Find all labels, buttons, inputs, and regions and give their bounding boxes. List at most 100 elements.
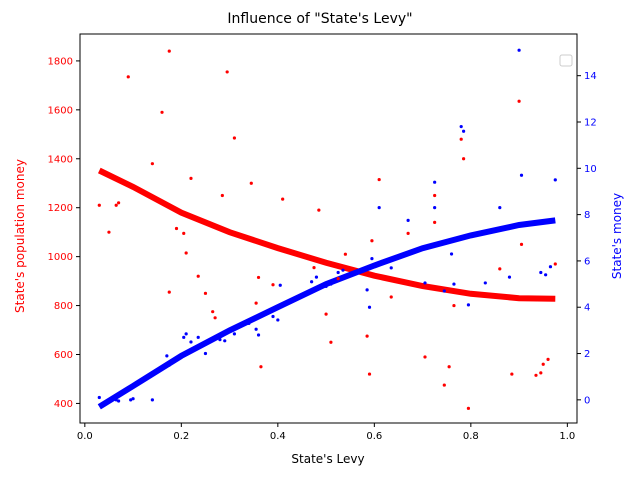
right-y-tick-label: 0 — [584, 395, 590, 406]
left-data-point — [539, 371, 543, 375]
right-data-point — [196, 335, 200, 339]
left-data-point — [541, 362, 545, 366]
right-data-point — [165, 354, 169, 358]
x-axis-title: State's Levy — [291, 452, 364, 466]
right-data-point — [167, 363, 171, 367]
right-data-point — [172, 358, 176, 363]
right-data-point — [174, 356, 179, 360]
right-data-point — [466, 303, 471, 307]
left-data-point — [406, 231, 410, 235]
right-fit-curve — [97, 217, 556, 410]
left-data-point — [389, 295, 393, 299]
left-data-point — [182, 231, 186, 235]
right-data-point — [517, 48, 521, 52]
left-data-point — [336, 277, 340, 281]
left-y-tick-label: 1200 — [48, 203, 73, 214]
right-data-point — [377, 206, 381, 210]
left-data-point — [189, 176, 193, 180]
right-data-point — [406, 218, 410, 222]
right-data-point — [433, 206, 437, 210]
left-data-point — [184, 251, 188, 255]
right-data-point — [247, 321, 251, 326]
left-data-point — [107, 230, 111, 234]
plot-frame — [79, 33, 578, 424]
left-y-tick-label: 1400 — [48, 154, 73, 165]
right-data-point — [452, 282, 456, 286]
left-data-point — [553, 262, 557, 266]
right-data-point — [498, 206, 502, 210]
right-y-tick-label: 10 — [584, 164, 597, 175]
left-data-point — [97, 203, 101, 207]
x-tick-label: 0.6 — [366, 431, 382, 442]
left-data-point — [211, 310, 215, 314]
right-data-point — [150, 398, 154, 402]
right-data-point — [459, 125, 463, 129]
right-data-point — [367, 305, 372, 309]
right-y-axis-ticks: 0 2 4 6 8 10 12 14 — [577, 71, 597, 406]
left-data-point — [343, 252, 347, 256]
right-y-tick-label: 6 — [584, 256, 590, 267]
left-y-tick-label: 800 — [54, 301, 73, 312]
left-data-point — [232, 136, 237, 140]
left-data-point — [365, 334, 369, 338]
left-data-point — [329, 340, 333, 344]
right-data-point — [324, 284, 328, 288]
right-data-point — [129, 398, 133, 402]
right-data-point — [548, 265, 553, 269]
left-data-point — [534, 373, 538, 377]
right-data-point — [423, 281, 427, 285]
right-data-point — [341, 268, 345, 272]
right-data-point — [483, 281, 487, 285]
left-data-point — [256, 275, 261, 280]
left-data-point — [452, 303, 456, 308]
right-data-point — [254, 327, 258, 331]
right-data-point — [182, 335, 186, 339]
right-data-point — [117, 399, 121, 403]
right-data-point — [433, 180, 437, 184]
right-y-tick-label: 8 — [584, 210, 590, 221]
legend-box — [559, 54, 573, 67]
left-data-point — [442, 383, 446, 387]
left-data-point — [519, 242, 524, 247]
right-data-point — [271, 314, 275, 319]
right-data-point — [131, 397, 135, 401]
left-data-point — [498, 267, 502, 271]
left-data-point — [203, 291, 208, 295]
right-data-point — [329, 282, 333, 286]
left-data-point — [447, 365, 451, 369]
right-data-point — [223, 339, 227, 343]
left-y-axis-ticks: 400 600 800 1000 1200 1400 1600 1800 — [48, 56, 80, 410]
right-y-tick-label: 12 — [584, 117, 597, 128]
x-tick-label: 0.8 — [463, 431, 479, 442]
plot-area — [79, 33, 578, 424]
left-y-axis-title: State's population money — [13, 159, 27, 313]
right-data-point — [278, 283, 282, 287]
right-data-point — [310, 280, 314, 284]
right-data-point — [184, 332, 188, 336]
right-data-point — [314, 275, 319, 279]
left-data-point — [433, 220, 437, 224]
right-data-point — [276, 318, 280, 322]
right-data-point — [519, 173, 524, 177]
left-y-tick-label: 400 — [54, 399, 73, 410]
right-data-point — [389, 266, 393, 270]
right-y-tick-label: 4 — [584, 303, 590, 314]
x-tick-label: 0.2 — [173, 431, 189, 442]
right-data-point — [370, 257, 374, 261]
left-data-point — [459, 137, 463, 141]
left-data-point — [213, 316, 217, 320]
right-y-axis-title: State's money — [610, 193, 624, 279]
left-data-point — [462, 157, 466, 161]
right-data-point — [365, 288, 369, 292]
x-tick-label: 0.0 — [77, 431, 93, 442]
left-data-point — [423, 355, 427, 359]
right-data-point — [449, 252, 454, 256]
right-data-point — [553, 178, 557, 182]
left-data-point — [150, 162, 154, 166]
left-data-point — [167, 49, 171, 53]
left-data-point — [271, 283, 275, 287]
left-fit-curve — [97, 167, 556, 302]
left-y-tick-label: 600 — [54, 350, 73, 361]
right-data-point — [442, 289, 446, 293]
left-data-point — [160, 110, 164, 114]
